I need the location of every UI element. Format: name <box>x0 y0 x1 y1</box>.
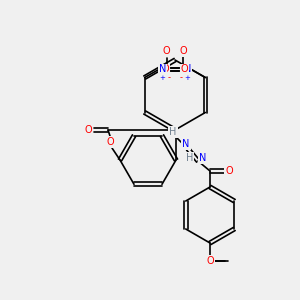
Text: O: O <box>225 166 233 176</box>
Text: O: O <box>161 64 169 74</box>
Text: -: - <box>179 73 182 82</box>
Text: +: + <box>160 74 166 80</box>
Text: +: + <box>184 74 190 80</box>
Text: O: O <box>179 46 187 56</box>
Text: -: - <box>168 73 171 82</box>
Text: O: O <box>181 64 188 74</box>
Text: O: O <box>163 46 170 56</box>
Text: O: O <box>84 125 92 135</box>
Text: N: N <box>159 64 166 74</box>
Text: H: H <box>186 153 193 163</box>
Text: N: N <box>199 153 206 163</box>
Text: N: N <box>184 64 191 74</box>
Text: O: O <box>206 256 214 266</box>
Text: N: N <box>182 139 190 149</box>
Text: O: O <box>106 137 114 147</box>
Text: H: H <box>169 127 177 137</box>
